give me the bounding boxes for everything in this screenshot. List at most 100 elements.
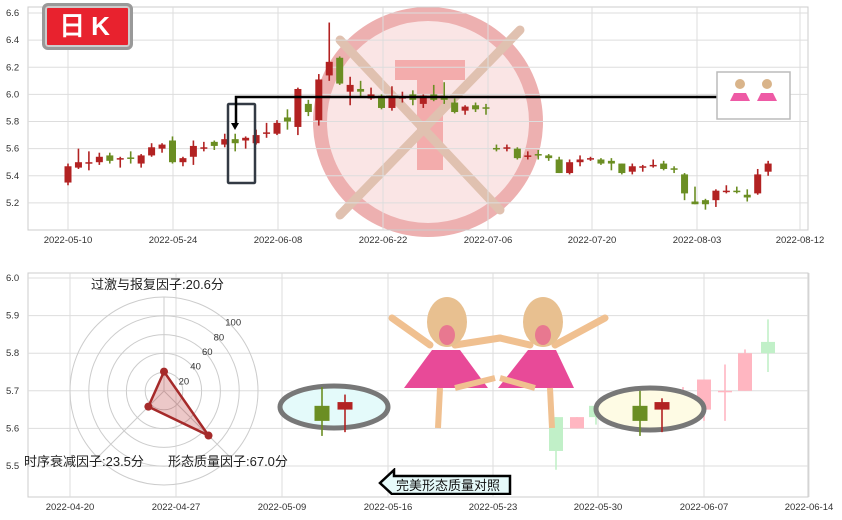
candle: [513, 147, 521, 160]
x-tick-label: 2022-07-20: [568, 235, 617, 246]
candle: [649, 159, 657, 168]
x-tick-label: 2022-06-07: [680, 502, 729, 513]
dancing-dogs-illustration: [388, 297, 609, 429]
level-line: [234, 95, 723, 124]
pale-candle: [570, 417, 584, 429]
candle: [210, 140, 218, 150]
candle: [566, 159, 574, 175]
candle-body: [85, 162, 93, 164]
y-tick-label: 5.9: [6, 311, 19, 322]
candle-body: [263, 132, 271, 134]
candle: [597, 158, 605, 165]
dancer-thumbnail: [716, 71, 791, 120]
candle-body: [378, 95, 385, 108]
candle: [545, 154, 553, 161]
x-tick-label: 2022-05-30: [574, 502, 623, 513]
candle-body: [137, 155, 145, 164]
candle-body: [304, 103, 312, 113]
candle: [754, 168, 762, 195]
candle-body: [691, 201, 699, 205]
candle: [681, 173, 689, 201]
candle-body: [722, 190, 730, 193]
candle: [451, 98, 459, 114]
dancers-icon: [730, 79, 777, 101]
y-tick-label: 5.5: [6, 461, 19, 472]
candle: [315, 74, 323, 126]
highlight-candle: [337, 394, 353, 433]
candle: [325, 22, 333, 81]
candle-body: [555, 159, 563, 174]
candle-body: [127, 157, 135, 159]
candle: [64, 163, 72, 186]
candle-body: [743, 194, 751, 198]
candle-body: [534, 154, 542, 156]
candle-body: [545, 155, 553, 159]
candle-body: [388, 95, 396, 108]
candle-body: [738, 353, 752, 391]
candle-body: [64, 166, 72, 183]
compare-button-label: 完美形态质量对照: [396, 478, 500, 493]
candle: [283, 109, 291, 130]
candle: [503, 144, 511, 152]
candle: [336, 56, 344, 85]
candle: [492, 144, 500, 152]
x-tick-label: 2022-07-06: [464, 235, 513, 246]
candle-body: [314, 405, 330, 421]
x-tick-label: 2022-05-10: [44, 235, 93, 246]
candle: [388, 86, 396, 111]
candle-body: [221, 139, 229, 145]
candle-body: [761, 341, 775, 354]
candle-body: [607, 160, 615, 164]
candle-body: [472, 105, 480, 110]
candle-body: [524, 155, 532, 157]
candle-body: [660, 163, 668, 169]
level-annotation: [226, 71, 791, 185]
candle: [200, 141, 208, 152]
candle: [304, 99, 312, 117]
candle-body: [566, 162, 574, 174]
candle: [524, 151, 532, 160]
candle-body: [283, 117, 291, 122]
candle-body: [670, 168, 678, 170]
candle-body: [336, 57, 344, 84]
candle: [628, 163, 636, 175]
candle-body: [597, 159, 605, 164]
candle-body: [210, 141, 218, 146]
highlight-candle: [314, 387, 330, 436]
plot-frame: [27, 272, 809, 498]
x-tick-label: 2022-04-20: [46, 502, 95, 513]
y-tick-label: 5.8: [6, 117, 19, 128]
candle-body: [461, 106, 469, 111]
candle: [587, 156, 594, 161]
candle: [712, 189, 720, 207]
candle-body: [618, 163, 626, 174]
candle-body: [337, 402, 353, 410]
candle: [179, 156, 187, 167]
candle: [158, 143, 166, 153]
x-tick-label: 2022-05-16: [364, 502, 413, 513]
candle: [346, 76, 354, 106]
x-tick-label: 2022-05-23: [469, 502, 518, 513]
candle-body: [654, 402, 670, 410]
candle-body: [95, 156, 103, 163]
candle-body: [200, 147, 208, 149]
highlight-oval: [593, 385, 707, 433]
candle: [607, 158, 615, 171]
candle: [357, 80, 365, 98]
radar-point: [160, 367, 168, 376]
candle: [482, 103, 490, 115]
radar-ring-label: 40: [190, 362, 201, 373]
radar-ring-label: 80: [214, 332, 225, 343]
compare-button[interactable]: 完美形态质量对照: [378, 468, 513, 495]
radar-ring-label: 60: [202, 347, 213, 358]
x-tick-label: 2022-05-09: [258, 502, 307, 513]
candle: [189, 140, 197, 165]
candle-body: [482, 107, 490, 109]
candle: [743, 189, 751, 202]
pale-candle: [738, 349, 752, 391]
candle: [618, 163, 626, 175]
candle: [74, 148, 82, 169]
candle: [169, 136, 176, 164]
radar-axis-label: 时序衰减因子:23.5分: [24, 454, 144, 469]
